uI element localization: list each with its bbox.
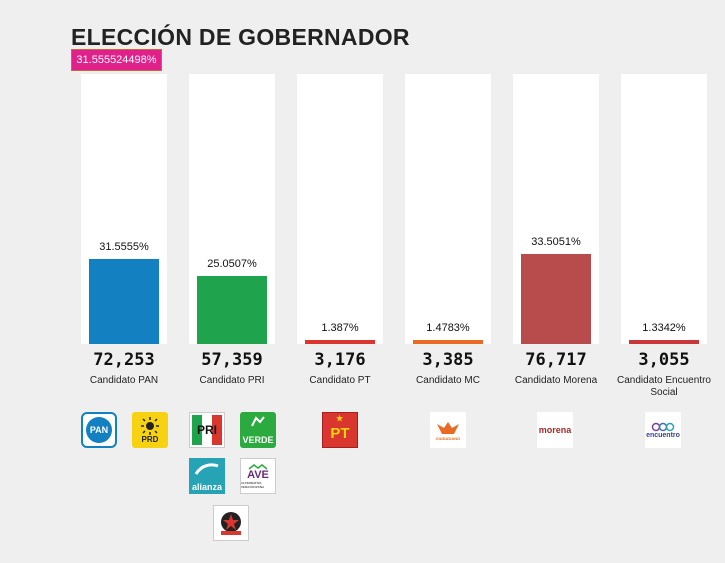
sun-icon <box>141 416 159 435</box>
vote-count: 72,253 <box>93 350 155 370</box>
ave-logo-subtext: ALTERNATIVA VERACRUZANA <box>241 480 265 489</box>
mc-logo-text: CIUDADANO <box>435 435 461 441</box>
bar-track[interactable]: 25.0507% <box>189 74 275 344</box>
encuentro-social-logo: encuentro <box>645 412 681 448</box>
alianza-logo-text: alianza <box>191 482 222 492</box>
data-label: 33.5051% <box>531 236 581 248</box>
vote-count: 3,176 <box>314 350 366 370</box>
emblem-icon <box>221 512 241 535</box>
vote-count: 57,359 <box>201 350 263 370</box>
bar-track[interactable]: 1.3342% <box>621 74 707 344</box>
bar-track[interactable]: 1.4783% <box>405 74 491 344</box>
morena-logo-text: morena <box>538 425 572 435</box>
data-label: 25.0507% <box>207 258 257 270</box>
eagle-icon <box>437 421 459 434</box>
people-icon <box>651 422 675 431</box>
vote-count: 3,055 <box>638 350 690 370</box>
vote-count: 3,385 <box>422 350 474 370</box>
bar[interactable] <box>629 340 699 344</box>
category-label: Candidato PRI <box>199 375 265 386</box>
pri-logo-text: PRI <box>196 423 217 437</box>
pt-logo-text: PT <box>330 424 350 442</box>
bar[interactable] <box>197 276 267 344</box>
pan-logo: PAN <box>81 412 117 448</box>
pt-logo: ★ PT <box>322 412 358 448</box>
morena-logo: morena <box>537 412 573 448</box>
bar[interactable] <box>413 340 483 344</box>
data-label: 31.5555% <box>99 241 149 253</box>
pri-logo: PRI <box>189 412 225 448</box>
ave-wave-icon <box>248 463 268 470</box>
movimiento-ciudadano-logo: CIUDADANO <box>430 412 466 448</box>
podemos-logo <box>213 505 249 541</box>
data-label: 1.3342% <box>642 322 686 334</box>
category-label: Candidato MC <box>416 375 480 386</box>
category-label: Candidato PAN <box>89 375 159 386</box>
category-label: Candidato Encuentro Social <box>617 375 711 398</box>
bar[interactable] <box>305 340 375 344</box>
pan-logo-text: PAN <box>86 417 112 443</box>
category-label: Candidato Morena <box>514 375 598 386</box>
es-logo-text: encuentro <box>646 431 680 439</box>
chart-title: ELECCIÓN DE GOBERNADOR <box>71 24 410 50</box>
bar-track[interactable]: 33.5051% <box>513 74 599 344</box>
prd-logo: PRD <box>132 412 168 448</box>
swoosh-icon <box>194 463 219 475</box>
toucan-icon <box>251 416 265 427</box>
ave-logo: AVE ALTERNATIVA VERACRUZANA <box>240 458 276 494</box>
vote-count: 76,717 <box>525 350 587 370</box>
verde-logo-text: VERDE <box>242 435 274 445</box>
bar[interactable] <box>89 259 159 344</box>
bar-track[interactable]: 31.5555% <box>81 74 167 344</box>
ave-logo-text: AVE <box>247 468 269 481</box>
bar[interactable] <box>521 254 591 344</box>
star-icon: ★ <box>336 414 344 423</box>
bar-track[interactable]: 1.387% <box>297 74 383 344</box>
hover-tooltip: 31.555524498% <box>71 49 162 71</box>
prd-logo-text: PRD <box>141 434 159 444</box>
nueva-alianza-logo: alianza <box>189 458 225 494</box>
data-label: 1.387% <box>321 322 359 334</box>
data-label: 1.4783% <box>426 322 470 334</box>
verde-logo: VERDE <box>240 412 276 448</box>
category-label: Candidato PT <box>309 375 371 386</box>
